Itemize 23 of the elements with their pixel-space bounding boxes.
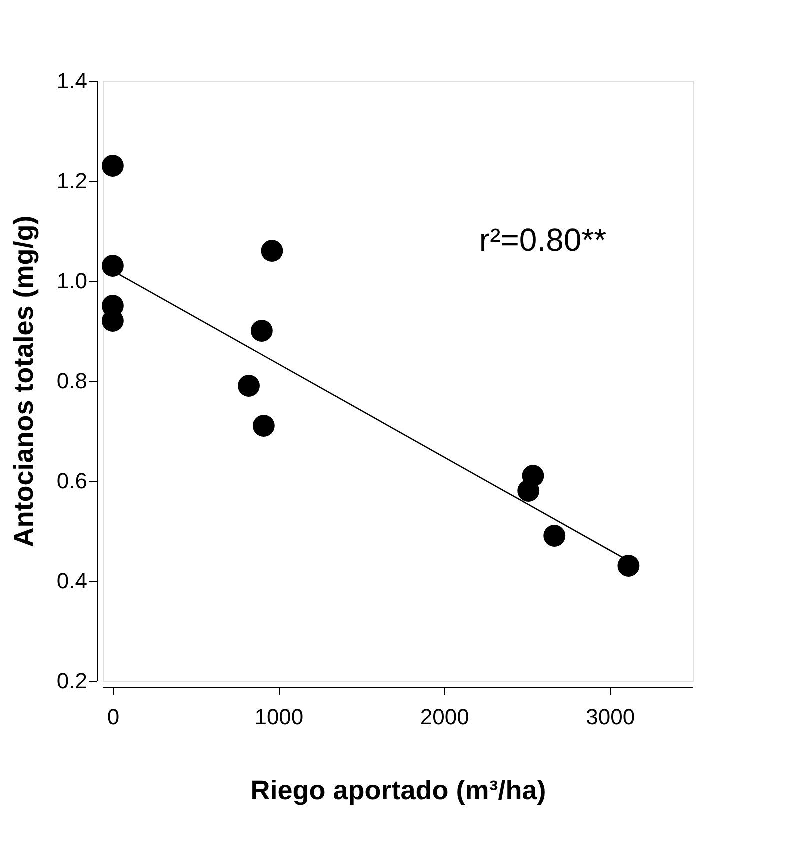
annotation: r²=0.80** — [479, 222, 607, 258]
x-tick-label: 3000 — [586, 704, 636, 730]
point — [544, 525, 566, 547]
point — [250, 320, 273, 342]
y-axis-title: Antocianos totales (mg/g) — [8, 216, 39, 548]
x-tick-label: 1000 — [254, 704, 304, 730]
point — [252, 415, 275, 437]
x-tick-label: 0 — [107, 704, 120, 730]
point — [522, 465, 544, 487]
y-tick-label: 0.8 — [56, 368, 88, 394]
point — [102, 255, 124, 277]
x-axis-title: Riego aportado (m³/ha) — [250, 776, 546, 806]
y-tick-label: 1.2 — [56, 168, 88, 194]
y-tick-label: 0.4 — [56, 568, 88, 594]
point — [238, 375, 260, 397]
point — [618, 555, 640, 577]
y-tick-label: 1.0 — [56, 268, 88, 294]
y-tick-label: 1.4 — [56, 68, 88, 94]
point — [102, 155, 124, 177]
y-tick-label: 0.2 — [56, 668, 88, 694]
y-tick-label: 0.6 — [56, 468, 88, 494]
point — [261, 240, 284, 262]
x-tick-label: 2000 — [420, 704, 470, 730]
